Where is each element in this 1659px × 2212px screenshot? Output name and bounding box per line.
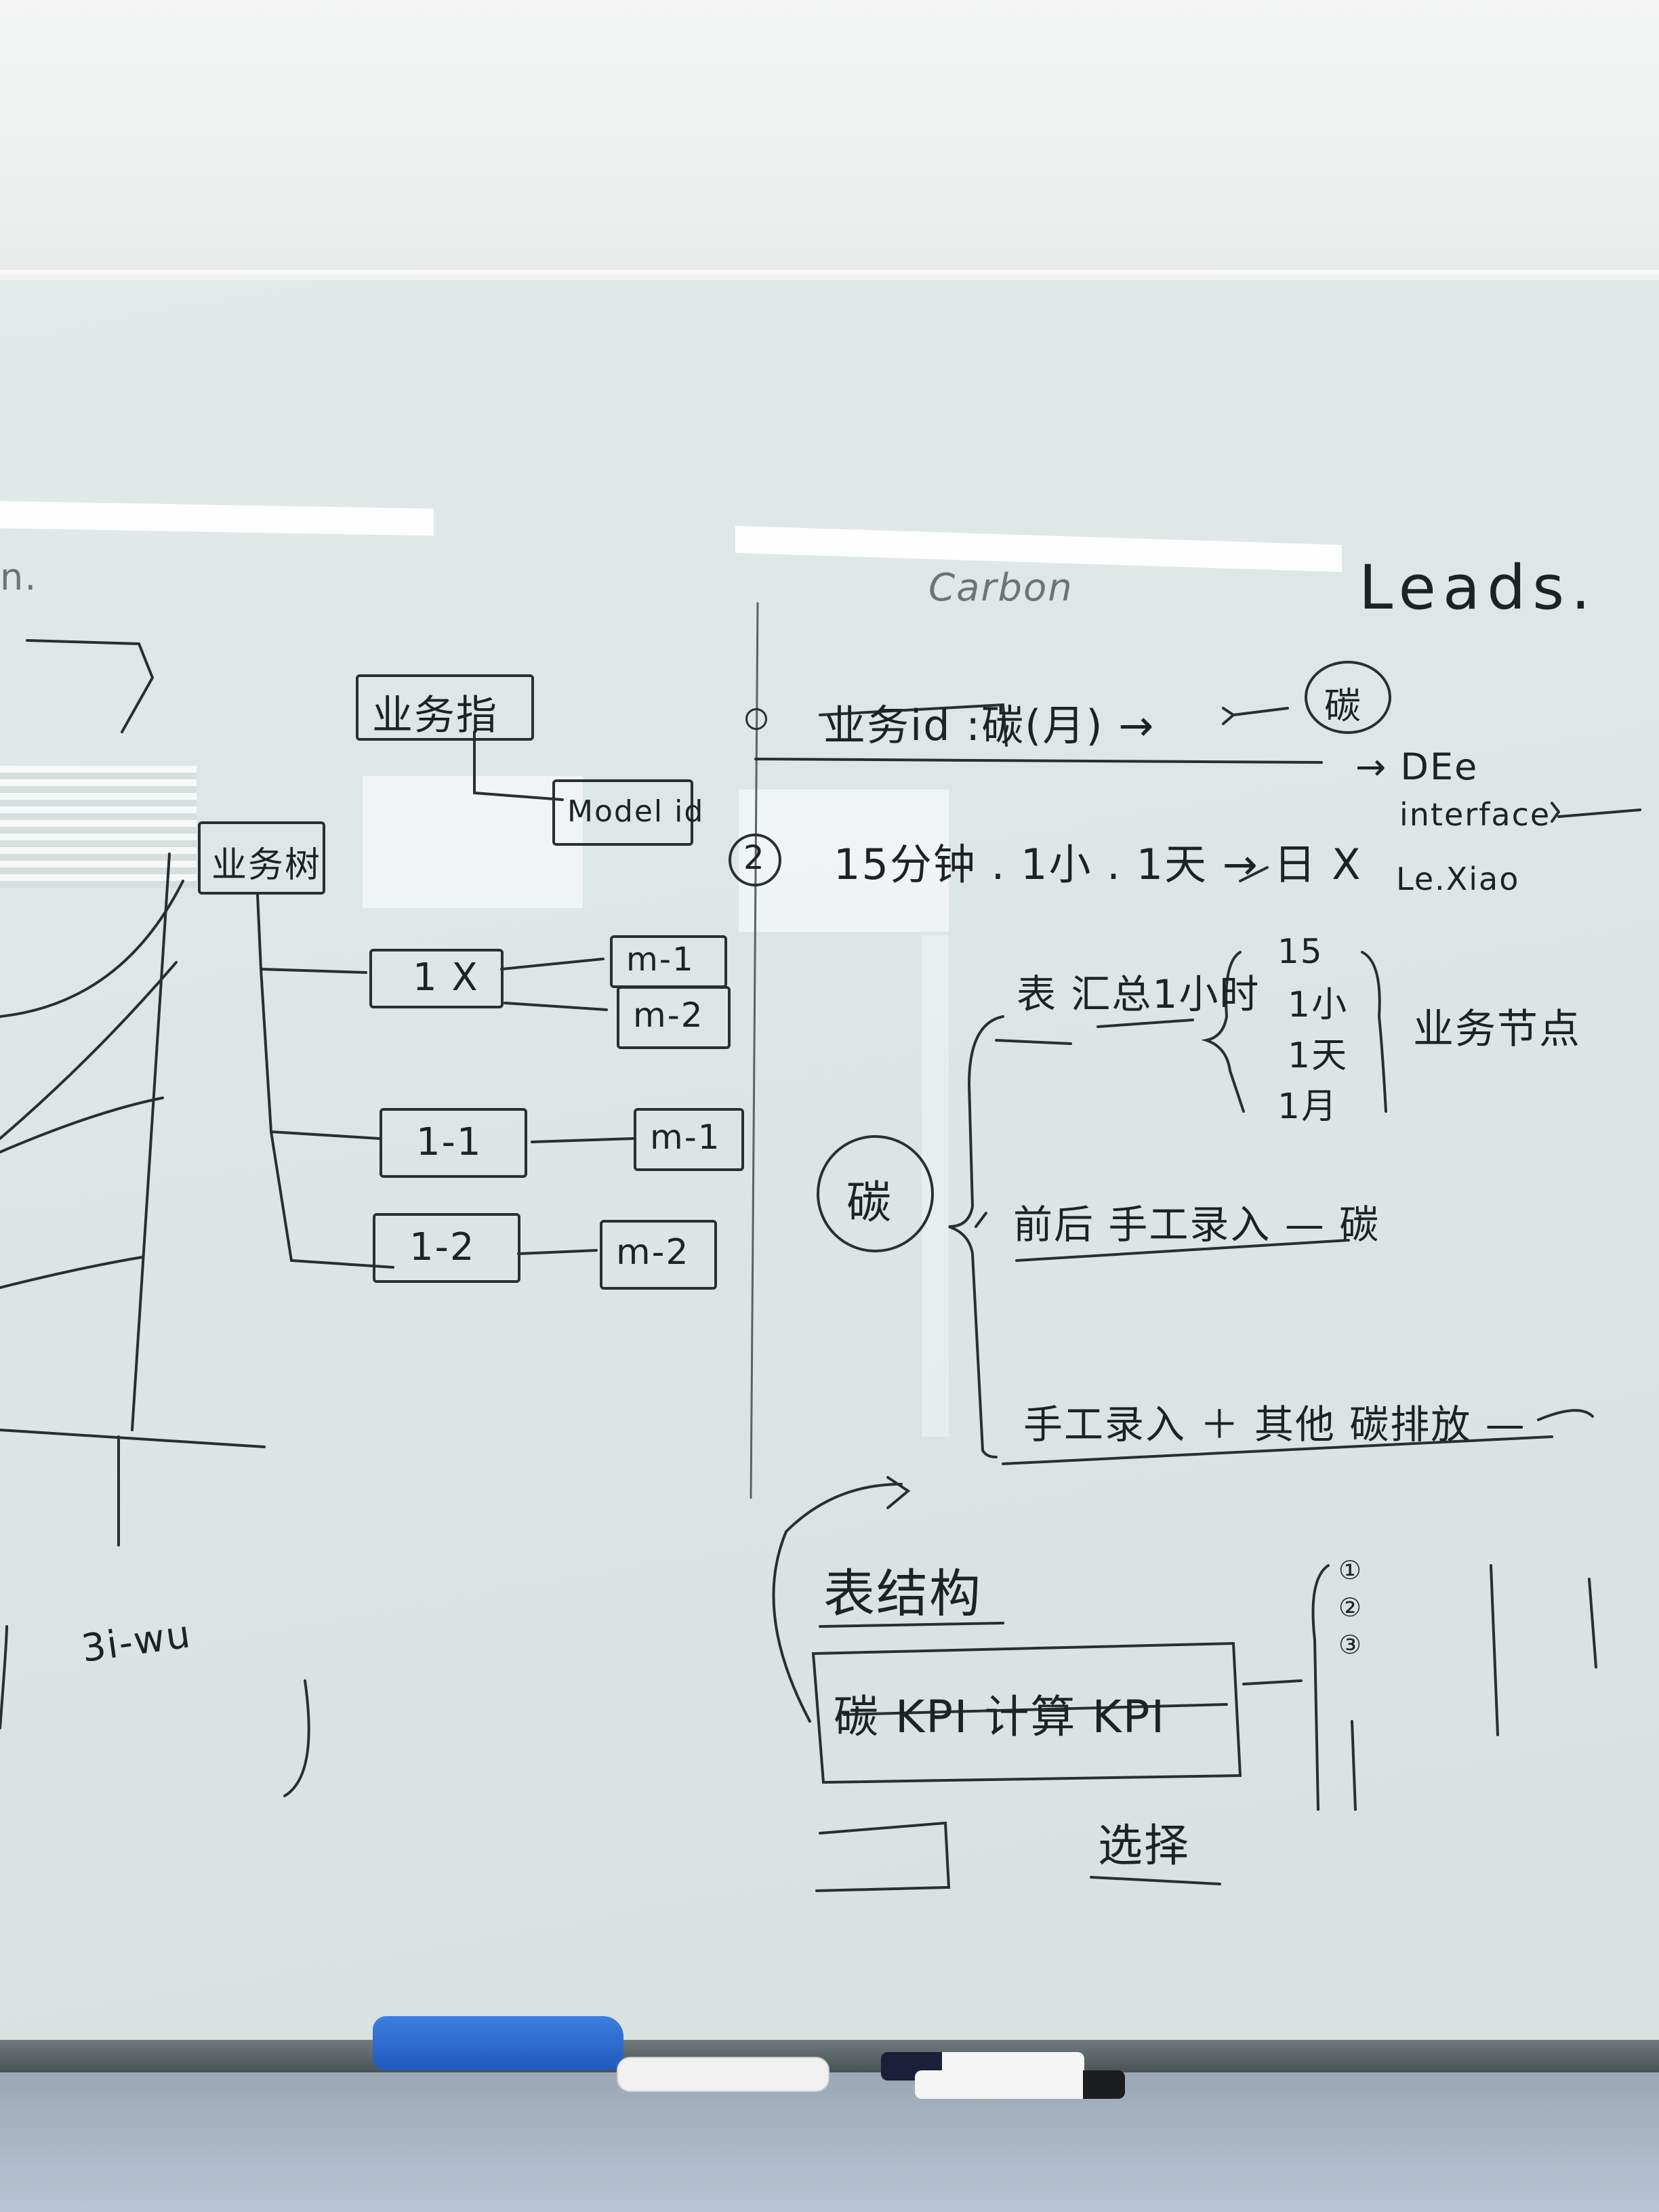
row2-marker: 2 [729,834,781,886]
fragment-n: n. [0,556,38,598]
box-business-attr: 业务指 [356,674,534,741]
m1-top-label: m-1 [626,941,695,979]
row2-text: 15分钟 . 1小 . 1天 → 日 X [834,840,1362,889]
m1-mid-label: m-1 [650,1118,721,1157]
brace-item-15: 15 [1277,932,1324,971]
business-attr-label: 业务指 [372,692,498,739]
brace-item-1m: 1月 [1277,1086,1338,1127]
carbon-title: Carbon [928,566,1073,610]
branch-2: 前后 手工录入 — 碳 [1013,1202,1380,1248]
box-m1-mid: m-1 [634,1108,744,1171]
projector-remote[interactable] [617,2057,830,2092]
row1-circle-label: 碳 [1324,684,1362,727]
m2-bot-label: m-2 [616,1232,690,1273]
box-1-1: 1-1 [380,1108,527,1178]
window-reflection-blinds-left [0,766,197,888]
brace-item-1h: 1小 [1288,985,1349,1025]
choice-text: 选择 [1098,1820,1190,1872]
sum-text: 表 汇总1小时 [1017,971,1261,1017]
brace-item-1d: 1天 [1288,1036,1349,1076]
one-x-label: 1 X [413,956,479,1000]
box-m1-top: m-1 [610,935,727,988]
center-circle-label: 碳 [846,1176,893,1229]
box-m2-top: m-2 [617,986,731,1049]
table-structure: 表结构 [823,1563,982,1624]
list-marker-3: ③ [1338,1630,1364,1660]
one-two-label: 1-2 [409,1225,476,1269]
box-1x: 1 X [369,949,504,1008]
whiteboard-eraser[interactable] [373,2016,623,2070]
box-business-main: 业务树 [198,821,325,895]
wall [0,0,1659,291]
right-list-1: → DEe [1355,745,1479,788]
floor [0,2072,1659,2212]
box-1-2: 1-2 [373,1213,520,1283]
row2-marker-label: 2 [743,839,766,877]
branch-3: 手工录入 ＋ 其他 碳排放 — [1023,1401,1526,1448]
row1-marker [745,708,767,730]
brace-label: 业务节点 [1413,1006,1581,1053]
marker-black[interactable] [915,2070,1125,2099]
business-main-label: 业务树 [211,845,322,886]
center-circle: 碳 [817,1135,934,1252]
m2-top-label: m-2 [633,996,704,1035]
list-marker-1: ① [1338,1555,1364,1585]
kpi-box-text: 碳 KPI 计算 KPI [834,1691,1166,1743]
list-marker-2: ② [1338,1593,1364,1622]
right-list-3: Le.Xiao [1396,861,1520,897]
box-m2-bot: m-2 [600,1220,717,1290]
box-model-id: Model id [552,779,703,846]
row1-circle: 碳 [1305,661,1391,734]
row1-text: 业务id :碳(月) → [823,701,1155,750]
one-one-label: 1-1 [416,1120,483,1164]
model-id-label: Model id [567,794,705,829]
marker-tray [0,2040,1659,2072]
right-list-2: interface [1399,796,1551,833]
leads-title: Leads. [1359,552,1597,623]
